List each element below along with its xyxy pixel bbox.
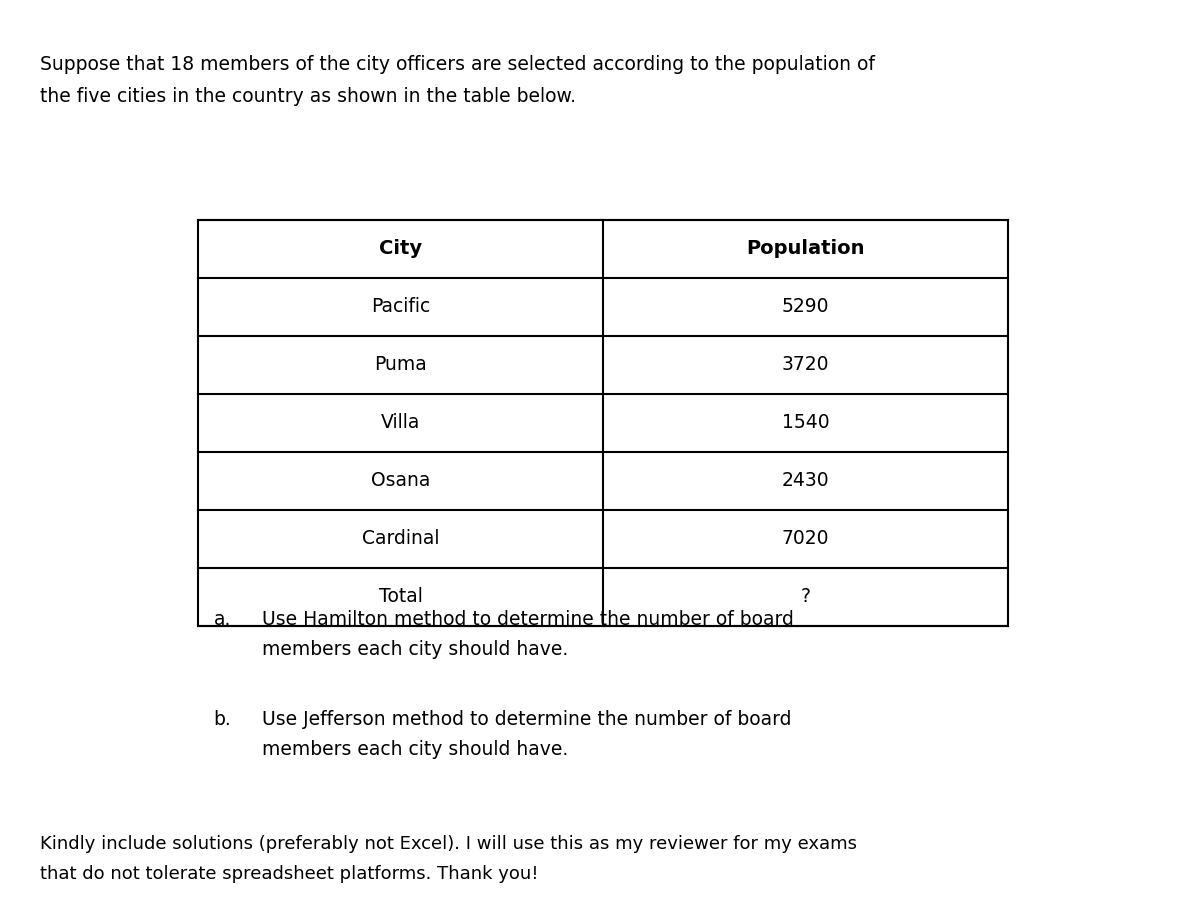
Text: Total: Total [378, 588, 422, 607]
Text: City: City [379, 239, 422, 258]
Text: Puma: Puma [374, 356, 427, 374]
Text: 5290: 5290 [781, 298, 829, 317]
Text: 2430: 2430 [781, 472, 829, 491]
Text: members each city should have.: members each city should have. [262, 640, 568, 659]
Text: Use Jefferson method to determine the number of board: Use Jefferson method to determine the nu… [262, 710, 791, 729]
Text: 7020: 7020 [781, 529, 829, 548]
Text: 1540: 1540 [781, 413, 829, 433]
Text: the five cities in the country as shown in the table below.: the five cities in the country as shown … [40, 87, 576, 106]
Text: 3720: 3720 [781, 356, 829, 374]
Text: b.: b. [214, 710, 232, 729]
Text: that do not tolerate spreadsheet platforms. Thank you!: that do not tolerate spreadsheet platfor… [40, 865, 539, 883]
Text: Population: Population [746, 239, 865, 258]
Text: Villa: Villa [380, 413, 420, 433]
Text: Use Hamilton method to determine the number of board: Use Hamilton method to determine the num… [262, 610, 793, 629]
Text: a.: a. [214, 610, 230, 629]
Text: ?: ? [800, 588, 810, 607]
Text: Kindly include solutions (preferably not Excel). I will use this as my reviewer : Kindly include solutions (preferably not… [40, 835, 857, 853]
Text: Cardinal: Cardinal [361, 529, 439, 548]
Bar [198, 220, 1008, 626]
Text: Osana: Osana [371, 472, 430, 491]
Text: Pacific: Pacific [371, 298, 430, 317]
Text: Suppose that 18 members of the city officers are selected according to the popul: Suppose that 18 members of the city offi… [40, 55, 875, 74]
Text: members each city should have.: members each city should have. [262, 740, 568, 759]
